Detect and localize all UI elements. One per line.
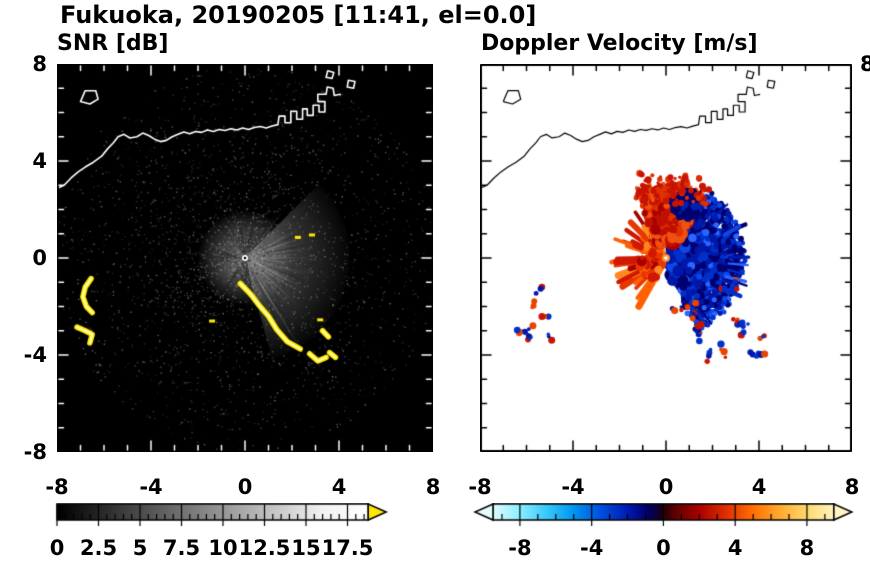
doppler-x-tick-label: 0 <box>658 475 674 499</box>
doppler-x-tick-label: 4 <box>751 475 767 499</box>
snr-x-tick-label: 0 <box>237 475 253 499</box>
doppler-colorbar-tick-label: 0 <box>656 536 671 560</box>
snr-colorbar-tick-label: 15 <box>291 536 321 560</box>
doppler-colorbar <box>462 503 866 529</box>
snr-x-tick-label: 8 <box>425 475 441 499</box>
snr-x-tick-label: -8 <box>45 475 69 499</box>
doppler-panel-title: Doppler Velocity [m/s] <box>481 31 758 56</box>
snr-colorbar-tick-label: 17.5 <box>321 536 374 560</box>
snr-heatmap <box>57 64 433 452</box>
snr-colorbar-tick-label: 10 <box>208 536 238 560</box>
snr-y-tick-label: -8 <box>23 440 47 464</box>
doppler-colorbar-tick-label: 4 <box>727 536 743 560</box>
snr-y-tick-label: 8 <box>32 52 47 76</box>
snr-colorbar-tick-label: 7.5 <box>162 536 201 560</box>
snr-y-tick-label: 4 <box>32 149 47 173</box>
snr-colorbar-tick-label: 2.5 <box>79 536 118 560</box>
snr-colorbar-tick-label: 0 <box>49 536 65 560</box>
figure-title: Fukuoka, 20190205 [11:41, el=0.0] <box>60 1 537 29</box>
snr-x-tick-label: -4 <box>139 475 163 499</box>
snr-y-tick-label: -4 <box>23 343 47 367</box>
snr-colorbar <box>50 503 406 529</box>
doppler-colorbar-tick-label: 8 <box>799 536 815 560</box>
snr-colorbar-tick-label: 12.5 <box>238 536 291 560</box>
doppler-right-y-tick-label: 8 <box>860 52 870 76</box>
doppler-x-tick-label: -4 <box>561 475 585 499</box>
doppler-colorbar-tick-label: -4 <box>579 536 604 560</box>
snr-x-tick-label: 4 <box>331 475 347 499</box>
doppler-x-tick-label: -8 <box>468 475 492 499</box>
snr-panel-title: SNR [dB] <box>57 31 169 56</box>
doppler-colorbar-tick-label: -8 <box>508 536 532 560</box>
doppler-x-tick-label: 8 <box>844 475 860 499</box>
snr-y-tick-label: 0 <box>32 246 47 270</box>
snr-colorbar-tick-label: 5 <box>132 536 148 560</box>
doppler-heatmap <box>480 64 852 452</box>
